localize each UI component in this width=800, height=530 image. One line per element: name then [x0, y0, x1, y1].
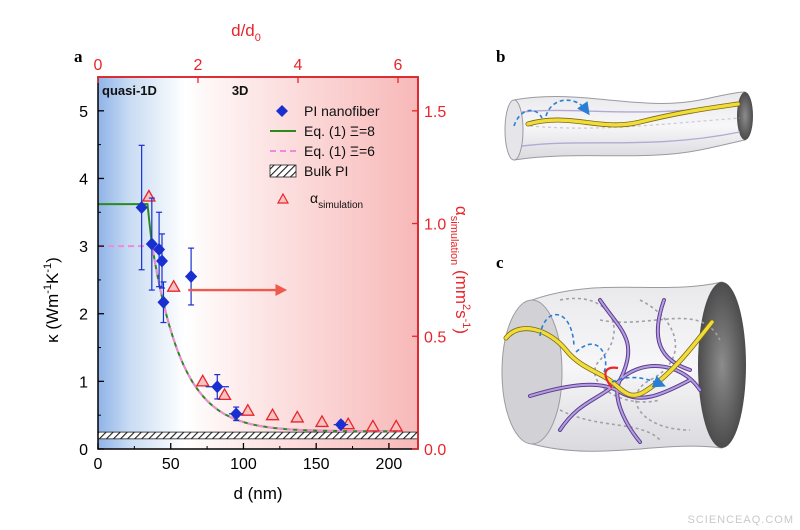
tube-c-left-opening	[501, 299, 563, 445]
legend-triangle	[276, 192, 290, 204]
diamond-marker	[334, 418, 347, 432]
diamond-marker	[156, 254, 168, 268]
legend-hatch-box	[269, 164, 297, 178]
hop-arrow-c2	[575, 343, 607, 373]
region-label-quasi-1d: quasi-1D	[102, 83, 157, 98]
top-tick-label: 2	[194, 57, 203, 74]
legend-label: Eq. (1) Ξ=6	[304, 143, 375, 159]
right-tick-label: 0.0	[424, 442, 446, 459]
model-curves	[98, 203, 402, 433]
region-label-3d: 3D	[232, 83, 249, 98]
legend: PI nanofiber Eq. (1) Ξ=8 Eq. (1) Ξ=6 Bulk P…	[269, 103, 380, 211]
diamond-marker	[157, 295, 170, 309]
x-tick-label: 50	[162, 456, 180, 473]
y-tick-label: 2	[79, 307, 88, 324]
x-tick-label: 0	[94, 456, 103, 473]
alpha-simulation-point	[365, 419, 381, 432]
x-tick-label: 150	[303, 456, 330, 473]
y-tick-label: 1	[79, 374, 88, 391]
y-axis-title: κ (Wm-1K-1)	[42, 257, 62, 343]
pi-nanofiber-point	[145, 197, 158, 291]
hop-arrow-b1	[513, 109, 543, 127]
y-tick-label: 0	[79, 442, 88, 459]
faint-chain-b3	[529, 117, 741, 129]
panel-b-schematic: b	[496, 47, 753, 161]
pi-nanofiber-point	[228, 406, 244, 422]
panel-label-b: b	[496, 47, 505, 66]
alpha-simulation-series	[141, 189, 404, 432]
panel-label-a: a	[74, 47, 83, 66]
legend-label: Bulk PI	[304, 163, 348, 179]
y-tick-label: 4	[79, 171, 88, 188]
pi-nanofiber-point	[205, 374, 229, 400]
diamond-marker	[135, 201, 148, 215]
panel-label-c: c	[496, 253, 504, 272]
alpha-simulation-point	[217, 387, 232, 401]
top-tick-label: 4	[294, 57, 303, 74]
watermark: SCIENCEAQ.COM	[687, 514, 794, 526]
alpha-simulation-point	[389, 419, 404, 432]
model-curve-2	[98, 242, 402, 433]
alpha-simulation-point	[290, 410, 305, 423]
panel-a-chart: 0 50 100 150 200 0 1 2 3 4 5 0.0 0.5 1.0 1.5 0 2 4 6 PI na…	[42, 21, 472, 503]
diamond-marker	[185, 270, 198, 284]
right-tick-label: 0.5	[424, 329, 446, 346]
top-axis-title: d/d0	[231, 21, 261, 44]
pi-nanofiber-point	[185, 247, 198, 306]
alpha-simulation-point	[195, 374, 210, 387]
top-tick-label: 0	[94, 57, 103, 74]
hop-arrow-c1	[539, 313, 575, 347]
legend-label-alpha: αsimulation	[310, 190, 363, 211]
x-tick-label: 200	[376, 456, 403, 473]
y-tick-label: 3	[79, 239, 88, 256]
x-tick-label: 100	[230, 456, 257, 473]
legend-diamond	[276, 105, 288, 117]
tube-right-cap	[737, 92, 753, 140]
hop-arrow-c3	[611, 375, 666, 388]
legend-label: Eq. (1) Ξ=8	[304, 123, 375, 139]
top-tick-label: 6	[394, 57, 403, 74]
right-axis-title: αsimulation (mm2s-1)	[448, 206, 472, 334]
tube-c-right-cap	[698, 282, 746, 448]
yellow-chain-b-highlight	[526, 102, 740, 127]
tube-left-opening	[504, 99, 524, 161]
right-tick-label: 1.0	[424, 217, 446, 234]
x-axis-title: d (nm)	[233, 484, 282, 503]
right-tick-label: 1.5	[424, 104, 446, 121]
bulk-pi-band	[97, 431, 419, 440]
arrow-to-right-axis	[188, 284, 288, 297]
alpha-simulation-point	[314, 414, 330, 428]
red-hop-arrow-c	[604, 366, 619, 389]
axes: 0 50 100 150 200 0 1 2 3 4 5 0.0 0.5 1.0 1.5 0 2 4 6	[79, 57, 446, 473]
panel-c-schematic: c	[496, 253, 746, 452]
faint-chain-b2	[521, 131, 741, 147]
arrow-head	[275, 284, 288, 297]
alpha-simulation-point	[265, 407, 280, 421]
diamond-marker	[230, 407, 243, 421]
pi-nanofiber-point	[333, 418, 349, 432]
pi-nanofiber-point	[156, 233, 168, 289]
pi-nanofiber-series	[135, 144, 349, 432]
legend-label: PI nanofiber	[304, 103, 380, 119]
alpha-simulation-point	[240, 403, 255, 416]
pi-nanofiber-point	[157, 281, 170, 324]
alpha-simulation-point	[166, 279, 181, 292]
diamond-marker	[145, 237, 158, 251]
diamond-marker	[211, 380, 224, 394]
pi-nanofiber-point	[135, 144, 148, 271]
y-tick-label: 5	[79, 104, 88, 121]
bulk-band-rect	[97, 431, 419, 440]
